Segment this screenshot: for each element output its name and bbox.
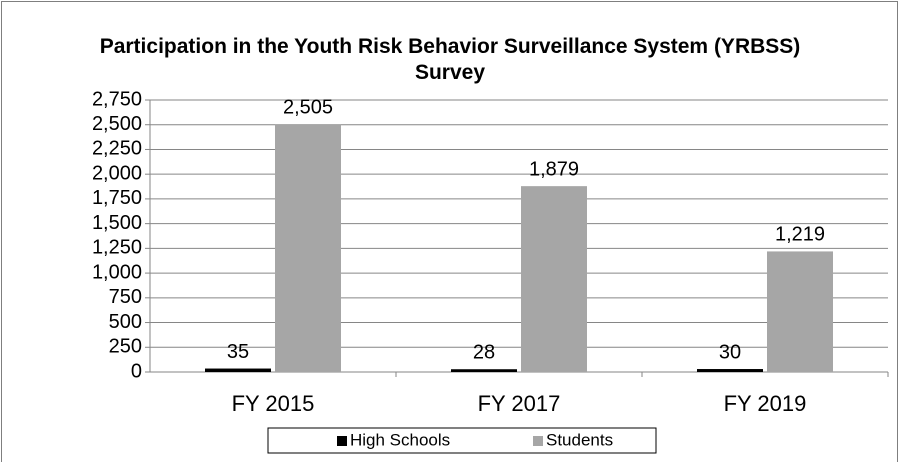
- y-tick-label: 2,500: [92, 113, 142, 135]
- value-label: 1,219: [775, 224, 825, 246]
- bar: [697, 369, 763, 372]
- legend-box: [267, 427, 657, 454]
- y-tick-label: 1,500: [92, 212, 142, 234]
- legend-swatch: [337, 436, 347, 446]
- value-label: 2,505: [283, 97, 333, 119]
- bar: [767, 251, 833, 372]
- legend-swatch: [533, 436, 543, 446]
- value-label: 35: [227, 341, 249, 363]
- y-tick-label: 1,000: [92, 261, 142, 283]
- bar: [521, 186, 587, 372]
- y-tick-label: 2,000: [92, 162, 142, 184]
- legend-label: Students: [546, 430, 613, 449]
- y-tick-label: 250: [109, 336, 142, 358]
- x-tick-label: FY 2015: [232, 391, 315, 416]
- y-tick-label: 2,250: [92, 138, 142, 160]
- y-tick-label: 1,250: [92, 237, 142, 259]
- bar: [451, 369, 517, 372]
- bar: [275, 124, 341, 372]
- value-label: 30: [719, 341, 741, 363]
- legend-label: High Schools: [350, 430, 450, 449]
- x-tick-label: FY 2019: [724, 391, 807, 416]
- value-label: 1,879: [529, 158, 579, 180]
- y-tick-label: 500: [109, 311, 142, 333]
- bar: [205, 368, 271, 372]
- y-tick-label: 2,750: [92, 88, 142, 110]
- x-tick-label: FY 2017: [478, 391, 561, 416]
- y-tick-label: 1,750: [92, 187, 142, 209]
- value-label: 28: [473, 342, 495, 364]
- y-tick-label: 750: [109, 286, 142, 308]
- y-tick-label: 0: [131, 360, 142, 382]
- chart-title: Participation in the Youth Risk Behavior…: [99, 35, 801, 84]
